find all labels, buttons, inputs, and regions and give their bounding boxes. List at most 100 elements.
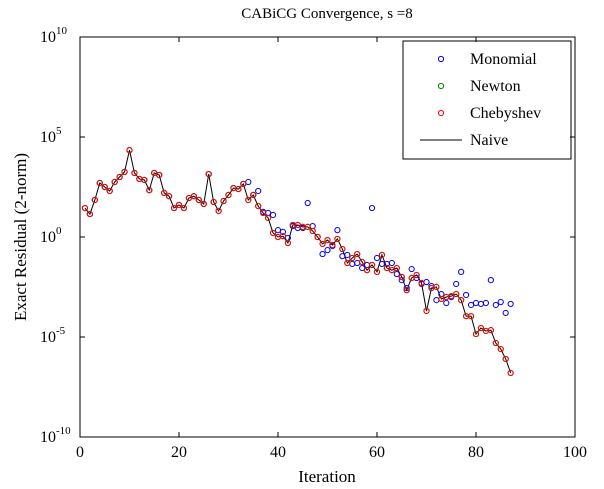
data-point bbox=[91, 196, 98, 204]
data-point bbox=[225, 191, 232, 199]
data-point bbox=[269, 211, 277, 219]
data-point bbox=[388, 259, 395, 267]
data-point bbox=[463, 291, 470, 299]
data-point bbox=[255, 203, 262, 210]
data-point bbox=[453, 280, 460, 288]
data-point bbox=[359, 258, 366, 266]
data-point bbox=[354, 250, 361, 258]
x-tick-label: 60 bbox=[369, 444, 385, 461]
data-point bbox=[151, 169, 158, 177]
data-point bbox=[319, 240, 326, 248]
data-point bbox=[398, 276, 405, 284]
legend-swatch bbox=[437, 55, 445, 63]
data-point bbox=[408, 265, 415, 273]
data-point bbox=[180, 204, 188, 212]
legend-swatch bbox=[437, 82, 445, 90]
legend-swatch bbox=[437, 109, 445, 117]
data-point bbox=[324, 236, 331, 244]
data-point bbox=[161, 189, 168, 197]
data-point bbox=[111, 178, 118, 186]
data-point bbox=[220, 197, 227, 205]
x-tick-label: 0 bbox=[76, 444, 84, 461]
data-point bbox=[101, 183, 108, 191]
data-point bbox=[423, 307, 430, 315]
series-line bbox=[84, 150, 512, 374]
data-point bbox=[260, 209, 267, 217]
data-point bbox=[334, 227, 341, 234]
data-point bbox=[467, 301, 475, 309]
data-point bbox=[388, 267, 395, 274]
data-point bbox=[265, 209, 272, 217]
data-point bbox=[383, 264, 390, 272]
data-point bbox=[344, 259, 351, 267]
x-tick-label: 40 bbox=[270, 444, 286, 461]
data-point bbox=[245, 196, 252, 204]
data-point bbox=[304, 199, 311, 207]
data-point bbox=[378, 251, 386, 259]
data-point bbox=[354, 259, 361, 267]
data-point bbox=[423, 278, 430, 286]
data-point bbox=[131, 169, 138, 177]
data-point bbox=[497, 345, 504, 353]
data-point bbox=[472, 299, 480, 307]
data-point bbox=[166, 193, 173, 200]
data-point bbox=[349, 254, 356, 262]
data-point bbox=[170, 204, 178, 212]
data-point bbox=[497, 298, 504, 306]
data-point bbox=[398, 273, 405, 281]
data-point bbox=[408, 274, 415, 282]
data-point bbox=[279, 228, 287, 235]
data-point bbox=[195, 196, 202, 204]
data-point bbox=[309, 227, 316, 235]
legend bbox=[402, 40, 572, 160]
data-point bbox=[453, 290, 460, 298]
data-point bbox=[349, 260, 356, 268]
data-point bbox=[235, 185, 242, 193]
data-point bbox=[240, 180, 247, 188]
data-point bbox=[364, 267, 371, 274]
data-point bbox=[314, 233, 321, 241]
data-point bbox=[86, 210, 94, 218]
data-point bbox=[141, 176, 148, 184]
x-tick-label: 80 bbox=[468, 444, 484, 461]
y-tick-label: 10-10 bbox=[40, 425, 71, 446]
data-point bbox=[507, 300, 514, 308]
legend-label: Monomial bbox=[470, 51, 537, 68]
x-axis-label: Iteration bbox=[298, 467, 356, 486]
y-axis-label: Exact Residual (2-norm) bbox=[11, 153, 30, 321]
data-point bbox=[477, 324, 485, 332]
data-point bbox=[458, 268, 465, 275]
data-point bbox=[487, 276, 494, 284]
data-point bbox=[403, 284, 410, 292]
x-tick-label: 20 bbox=[171, 444, 187, 461]
legend-label: Naive bbox=[470, 132, 508, 149]
y-tick-label: 1010 bbox=[40, 25, 68, 46]
chart-title: CABiCG Convergence, s =8 bbox=[241, 6, 413, 22]
data-point bbox=[334, 235, 341, 243]
data-point bbox=[245, 178, 252, 186]
data-point bbox=[492, 301, 499, 309]
data-point bbox=[368, 261, 376, 269]
data-point bbox=[269, 229, 277, 237]
data-point bbox=[116, 173, 123, 181]
data-point bbox=[215, 207, 222, 215]
data-point bbox=[443, 299, 450, 307]
data-point bbox=[210, 198, 217, 206]
x-tick-label: 100 bbox=[563, 444, 587, 461]
data-point bbox=[329, 241, 336, 249]
data-point bbox=[200, 200, 207, 208]
data-point bbox=[448, 293, 455, 300]
data-point bbox=[393, 264, 400, 272]
data-point bbox=[205, 170, 212, 178]
data-point bbox=[373, 254, 381, 262]
data-point bbox=[106, 187, 113, 195]
data-point bbox=[81, 204, 89, 212]
data-point bbox=[344, 251, 351, 259]
data-point bbox=[492, 339, 499, 347]
data-point bbox=[368, 204, 376, 212]
data-point bbox=[96, 179, 103, 187]
data-point bbox=[502, 309, 509, 317]
data-point bbox=[433, 283, 440, 290]
data-point bbox=[472, 330, 480, 338]
